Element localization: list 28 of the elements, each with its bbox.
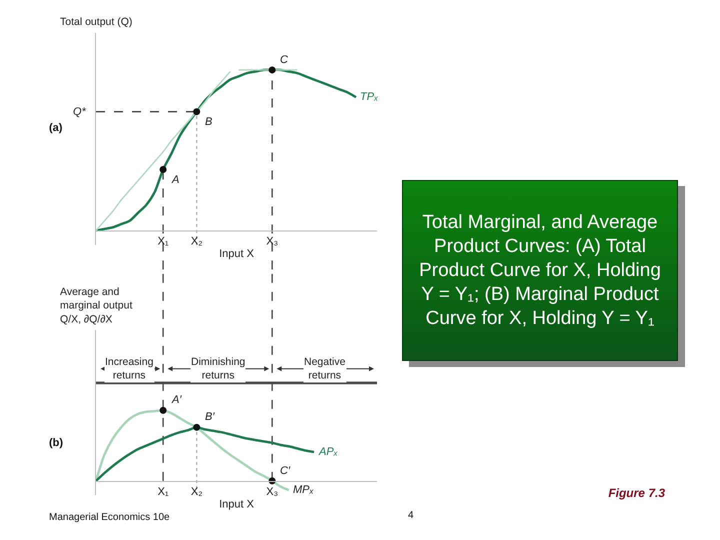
series-label: APₓ	[318, 446, 338, 458]
text: (b)	[49, 437, 64, 449]
x-tick-label: X₁	[158, 486, 169, 498]
text: 4	[408, 510, 414, 521]
x-axis-title: Input X	[219, 498, 255, 510]
text: Managerial Economics 10e	[49, 512, 170, 523]
ref-line-label: Q*	[73, 106, 87, 118]
x-tick-label: X₃	[266, 486, 278, 498]
annotation: C	[280, 54, 288, 66]
x-axis-title: Input X	[219, 248, 255, 260]
text: Diminishing returns	[191, 356, 246, 382]
y-axis-title: Average and marginal output Q/X, ∂Q/∂X	[60, 286, 132, 326]
series-label: TPₓ	[360, 91, 378, 103]
series-label: MPₓ	[293, 484, 314, 496]
text: Negative returns	[304, 356, 346, 382]
y-axis-title: Total output (Q)	[60, 16, 132, 28]
x-tick-label: X₁	[158, 236, 169, 248]
caption: Figure 7.3	[608, 486, 665, 500]
annotation: B′	[205, 411, 216, 423]
annotation: B	[205, 116, 212, 128]
x-tick-label: X₂	[190, 236, 202, 248]
text: Increasing returns	[105, 356, 154, 382]
text: (a)	[49, 122, 63, 134]
x-tick-label: X₂	[190, 486, 202, 498]
annotation: C′	[280, 465, 291, 477]
annotation: A	[171, 174, 180, 186]
x-tick-label: X₃	[266, 236, 278, 248]
annotation: A′	[171, 394, 182, 406]
